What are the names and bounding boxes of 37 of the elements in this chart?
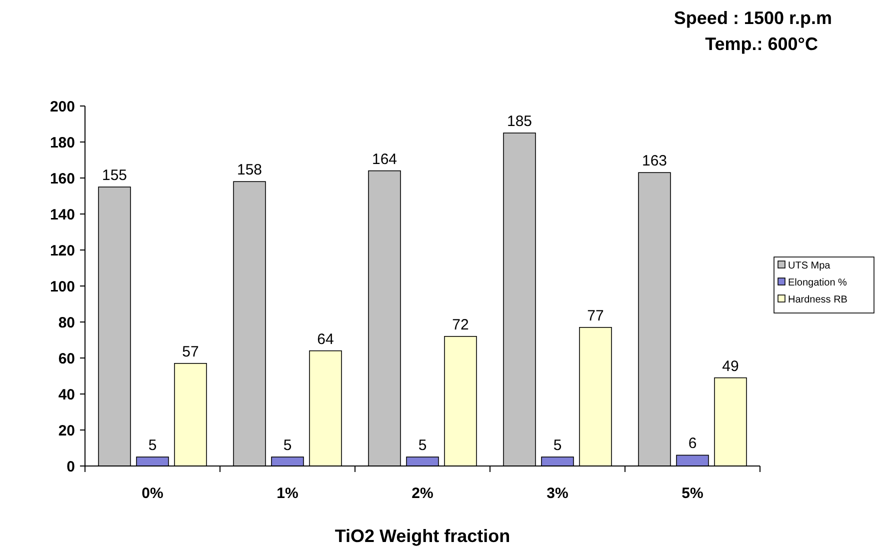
- y-tick-label: 0: [66, 458, 75, 476]
- data-label: 5: [148, 437, 157, 454]
- y-tick-label: 60: [58, 350, 75, 368]
- legend-label: Elongation %: [788, 278, 848, 288]
- data-label: 5: [553, 437, 562, 454]
- y-tick-label: 200: [50, 98, 75, 116]
- data-label: 64: [317, 330, 334, 348]
- x-tick-label: 0%: [142, 485, 164, 502]
- y-tick-label: 140: [50, 206, 75, 224]
- y-tick-label: 20: [58, 422, 75, 440]
- data-label: 155: [102, 167, 128, 184]
- data-label: 49: [722, 358, 739, 375]
- x-axis-title: TiO2 Weight fraction: [334, 526, 510, 546]
- data-label: 185: [506, 113, 532, 130]
- y-tick-label: 80: [58, 314, 75, 332]
- data-label: 164: [372, 150, 398, 168]
- data-label: 158: [236, 162, 262, 179]
- y-tick-label: 40: [58, 386, 75, 404]
- x-tick-label: 2%: [412, 485, 434, 502]
- y-tick-label: 100: [50, 278, 75, 296]
- text: Speed : 1500 r.p.m: [674, 8, 832, 28]
- x-tick-label: 3%: [546, 485, 568, 502]
- text: Temp.: 600°C: [705, 34, 818, 54]
- y-tick-label: 120: [50, 242, 75, 260]
- data-label: 6: [688, 435, 697, 452]
- data-label: 163: [642, 152, 668, 170]
- legend-label: UTS Mpa: [788, 260, 831, 272]
- data-label: 5: [283, 437, 292, 454]
- data-label: 77: [587, 307, 604, 324]
- data-label: 57: [182, 343, 199, 360]
- y-tick-label: 180: [50, 134, 75, 152]
- legend-label: Hardness RB: [788, 294, 848, 306]
- x-tick-label: 5%: [682, 485, 704, 502]
- data-label: 72: [452, 316, 469, 334]
- data-label: 5: [418, 437, 427, 454]
- y-tick-label: 160: [50, 170, 75, 188]
- x-tick-label: 1%: [276, 485, 298, 502]
